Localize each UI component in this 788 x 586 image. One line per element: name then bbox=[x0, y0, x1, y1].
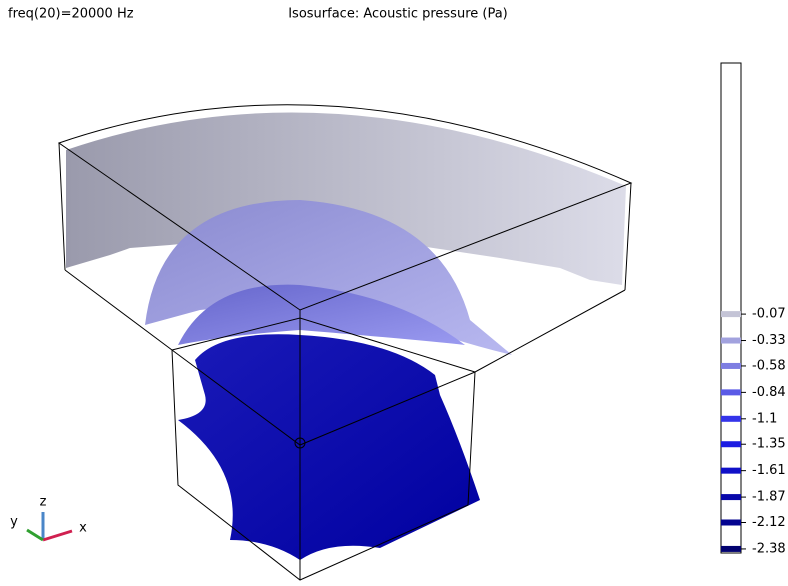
x-axis bbox=[42, 529, 73, 542]
isosurface bbox=[178, 334, 480, 560]
x-label: x bbox=[79, 521, 87, 536]
domain-edge bbox=[58, 142, 632, 445]
level-label: -1.87 bbox=[752, 490, 786, 505]
domain-edge bbox=[57, 104, 633, 311]
level-band bbox=[721, 362, 741, 369]
z-label: z bbox=[40, 495, 47, 510]
geometry bbox=[57, 104, 633, 581]
level-band bbox=[721, 467, 741, 474]
level-label: -0.58 bbox=[752, 358, 786, 373]
y-label: y bbox=[10, 515, 18, 530]
level-label: -0.07 bbox=[752, 307, 786, 322]
frequency-label: freq(20)=20000 Hz bbox=[8, 7, 134, 22]
plot-title: Isosurface: Acoustic pressure (Pa) bbox=[288, 7, 508, 22]
level-band bbox=[721, 494, 741, 501]
level-label: -1.61 bbox=[752, 463, 786, 478]
domain-edge bbox=[171, 349, 476, 581]
axes-triad: z x y bbox=[10, 495, 87, 542]
level-label: -2.38 bbox=[752, 541, 786, 556]
level-band bbox=[721, 389, 741, 396]
colorbar: -0.07 -0.33 -0.58 -0.84 -1.1 -1.35 -1.61 -1.87 -… bbox=[720, 62, 786, 556]
y-axis bbox=[26, 528, 44, 542]
level-band bbox=[721, 545, 741, 552]
level-label: -1.35 bbox=[752, 437, 786, 452]
level-label: -2.12 bbox=[752, 515, 786, 530]
level-band bbox=[721, 519, 741, 526]
level-band bbox=[721, 441, 741, 448]
isosurface bbox=[178, 284, 465, 345]
isosurface bbox=[145, 200, 512, 355]
colorbar-frame bbox=[720, 62, 742, 554]
level-band bbox=[721, 337, 741, 344]
source-marker bbox=[294, 437, 306, 449]
level-band bbox=[721, 311, 741, 318]
level-band bbox=[721, 415, 741, 422]
level-label: -0.33 bbox=[752, 333, 786, 348]
level-label: -1.1 bbox=[752, 411, 777, 426]
level-label: -0.84 bbox=[752, 385, 786, 400]
isosurface bbox=[66, 112, 626, 285]
